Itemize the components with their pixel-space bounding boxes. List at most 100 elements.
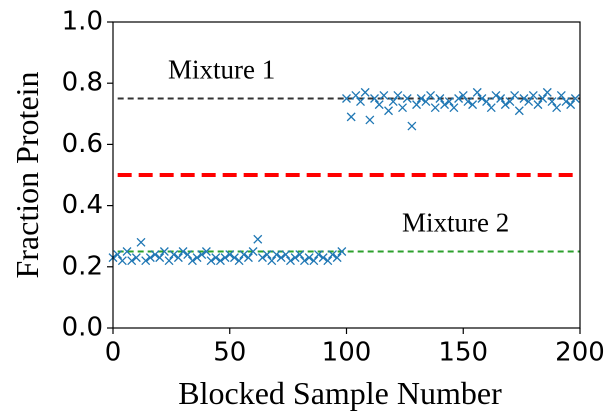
data-point <box>131 253 141 263</box>
y-tick-label: 1.0 <box>62 7 103 37</box>
data-point <box>449 103 459 113</box>
data-point <box>491 90 501 100</box>
data-point <box>454 94 464 103</box>
y-tick-label: 0.8 <box>62 68 103 98</box>
data-point <box>328 250 337 260</box>
data-point <box>421 97 431 107</box>
data-point <box>281 250 291 260</box>
data-point <box>351 90 361 100</box>
x-tick-label: 200 <box>555 338 605 368</box>
data-point <box>178 247 188 256</box>
x-tick-label: 100 <box>322 338 372 368</box>
data-point <box>444 97 454 107</box>
data-point <box>286 256 295 266</box>
data-point <box>514 106 524 116</box>
data-point <box>500 100 510 110</box>
data-point <box>463 97 473 107</box>
data-point <box>220 253 230 263</box>
data-point <box>183 250 193 260</box>
data-point <box>533 100 543 110</box>
data-point <box>398 103 407 113</box>
data-point <box>477 94 487 103</box>
data-point <box>430 103 440 113</box>
data-point <box>556 90 566 100</box>
data-point <box>496 94 506 103</box>
data-point <box>229 253 239 263</box>
data-point <box>374 100 384 110</box>
data-point <box>309 256 319 266</box>
x-axis-label: Blocked Sample Number <box>178 375 502 411</box>
data-point <box>356 97 365 107</box>
data-point <box>173 253 183 263</box>
data-point <box>225 250 235 260</box>
data-point <box>318 253 328 263</box>
y-tick-label: 0.6 <box>62 129 103 159</box>
data-point <box>271 250 281 260</box>
data-point <box>234 256 244 266</box>
data-point <box>155 253 165 263</box>
data-point <box>332 253 342 263</box>
data-point <box>468 100 478 110</box>
data-point <box>206 256 216 266</box>
data-point <box>342 94 351 103</box>
x-tick-label: 0 <box>105 338 122 368</box>
data-point <box>201 247 211 256</box>
y-axis-label: Fraction Protein <box>9 71 45 278</box>
data-point <box>566 100 576 110</box>
data-point <box>248 247 258 256</box>
data-point <box>505 97 515 107</box>
data-point <box>211 253 221 263</box>
data-point <box>169 250 179 260</box>
data-point <box>276 253 286 263</box>
data-point <box>337 247 347 256</box>
data-point <box>253 234 263 244</box>
data-point <box>472 87 482 97</box>
x-tick-label: 150 <box>438 338 488 368</box>
data-point <box>117 256 127 266</box>
data-point <box>145 253 155 263</box>
y-tick-label: 0.0 <box>62 313 103 343</box>
data-point <box>407 121 417 131</box>
data-point <box>360 87 370 97</box>
data-point <box>314 250 323 260</box>
data-point <box>136 237 146 247</box>
data-point <box>323 256 333 266</box>
y-tick-label: 0.2 <box>62 251 103 281</box>
data-point <box>239 250 249 260</box>
data-point <box>524 97 534 107</box>
data-point <box>435 94 445 103</box>
data-point <box>304 253 314 263</box>
data-point <box>402 94 412 103</box>
data-point <box>482 97 492 107</box>
data-point <box>379 90 389 100</box>
data-point <box>122 247 132 256</box>
data-point <box>159 247 169 256</box>
data-point <box>519 94 529 103</box>
data-point <box>510 90 520 100</box>
data-point <box>538 94 548 103</box>
data-point <box>295 250 305 260</box>
data-point <box>370 94 379 103</box>
data-point <box>384 106 393 116</box>
data-point <box>570 94 580 103</box>
data-point <box>262 250 272 260</box>
data-point <box>187 256 197 266</box>
annotation: Mixture 1 <box>168 55 275 85</box>
x-tick-label: 50 <box>213 338 246 368</box>
data-point <box>486 103 496 113</box>
data-point <box>290 253 300 263</box>
data-point <box>388 97 398 107</box>
data-point <box>440 100 450 110</box>
y-tick-label: 0.4 <box>62 190 103 220</box>
data-point <box>552 103 562 113</box>
data-point <box>412 100 422 110</box>
data-point <box>528 90 538 100</box>
data-point <box>426 90 436 100</box>
data-point <box>113 250 123 260</box>
data-point <box>197 250 207 260</box>
data-point <box>127 256 137 266</box>
data-point <box>365 115 375 125</box>
data-point <box>192 253 202 263</box>
data-point <box>164 256 174 266</box>
